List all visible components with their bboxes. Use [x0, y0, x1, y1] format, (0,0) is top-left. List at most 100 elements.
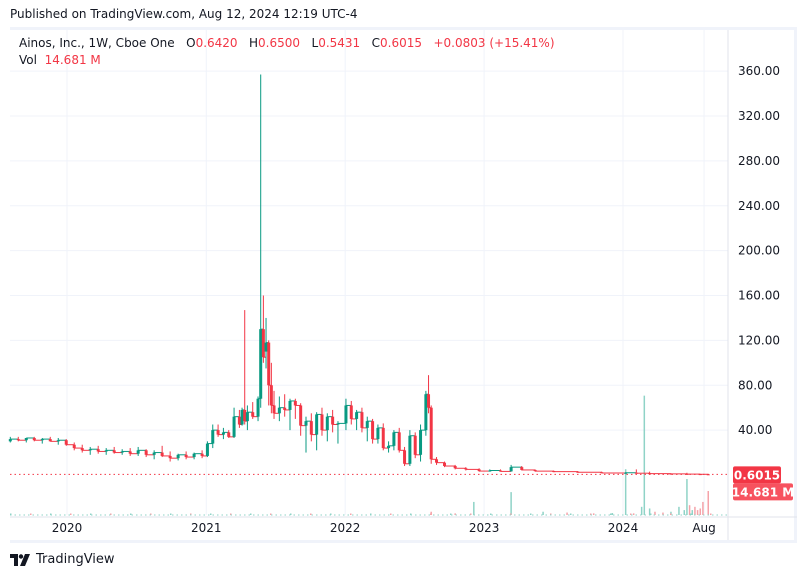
candle-body: [221, 432, 225, 435]
candle-body: [413, 435, 417, 455]
candle-body: [648, 473, 652, 475]
volume-baseline-bar: [170, 513, 172, 515]
candle-body: [336, 423, 340, 425]
y-tick-label: 360.00: [738, 64, 780, 78]
volume-bar: [611, 513, 614, 515]
candle-body: [331, 416, 335, 425]
volume-label: Vol: [19, 53, 37, 67]
candle-body: [24, 437, 28, 441]
volume-baseline-bar: [190, 513, 192, 515]
candle-body: [365, 421, 369, 428]
low-value: 0.5431: [318, 36, 361, 50]
volume-baseline-bar: [710, 513, 712, 515]
published-label: Published on TradingView.com, Aug 12, 20…: [10, 7, 358, 21]
volume-bar: [670, 511, 672, 515]
candle-body: [232, 416, 236, 437]
volume-baseline-bar: [610, 513, 612, 515]
candle-body: [48, 439, 52, 442]
candle-body: [264, 342, 268, 352]
candle-body: [408, 435, 412, 464]
volume-baseline-bar: [410, 513, 412, 515]
candle-body: [376, 427, 380, 440]
y-tick-label: 40.00: [738, 423, 772, 437]
candle-body: [552, 471, 556, 473]
candle-body: [669, 473, 673, 475]
volume-bar: [707, 491, 709, 515]
candle-body: [96, 449, 100, 452]
volume-value: 14.681 M: [44, 53, 101, 67]
volume-baseline-bar: [690, 513, 692, 515]
last-volume-badge: [733, 483, 793, 501]
tradingview-logo-icon: [10, 553, 30, 566]
candle-body: [200, 453, 204, 456]
candle-body: [160, 452, 164, 456]
volume-baseline-bar: [530, 513, 532, 515]
y-tick-label: 80.00: [738, 378, 772, 392]
volume-bar: [686, 479, 688, 515]
candle-body: [144, 450, 148, 455]
volume-bar: [688, 505, 691, 515]
candle-body: [243, 409, 247, 422]
last-price-label: 0.6015: [734, 468, 780, 482]
candle-body: [304, 421, 308, 426]
volume-baseline-bar: [370, 513, 372, 515]
volume-baseline-bar: [270, 513, 272, 515]
volume-bar: [648, 508, 651, 515]
candle-body: [498, 470, 502, 472]
candle-body: [288, 400, 292, 410]
volume-baseline-bar: [510, 513, 512, 515]
x-tick-label: 2023: [469, 521, 500, 535]
tradingview-logo[interactable]: TradingView: [10, 552, 115, 567]
candle-body: [435, 459, 439, 463]
candle-body: [349, 405, 353, 419]
volume-bar: [696, 510, 699, 515]
candle-body: [205, 443, 209, 456]
close-value: 0.6015: [380, 36, 423, 50]
volume-baseline-bar: [310, 513, 312, 515]
candle-body: [309, 421, 313, 435]
volume-bar: [624, 469, 627, 515]
candle-body: [293, 400, 297, 406]
volume-bar: [683, 510, 686, 515]
chart-frame: [10, 27, 797, 543]
volume-bar: [632, 513, 635, 515]
last-price-badge: [733, 466, 781, 484]
logo-text: TradingView: [36, 552, 115, 567]
volume-bar: [702, 501, 704, 515]
candle-body: [272, 405, 276, 414]
y-tick-label: 320.00: [738, 109, 780, 123]
volume-bar: [640, 506, 643, 515]
close-label: C: [371, 36, 381, 50]
candle-body: [634, 472, 638, 474]
candle-body: [419, 430, 423, 455]
candle-body: [211, 430, 215, 444]
volume-baseline-bar: [490, 513, 492, 515]
x-tick-label: 2024: [608, 521, 639, 535]
candle-body: [72, 444, 76, 449]
volume-baseline-bar: [330, 513, 332, 515]
candle-body: [392, 432, 396, 446]
volume-baseline-bar: [30, 513, 32, 515]
high-label: H: [249, 36, 259, 50]
chart-legend: Ainos, Inc., 1W, Cboe One O0.6420 H0.650…: [19, 35, 555, 69]
y-tick-label: 280.00: [738, 154, 780, 168]
candle-body: [403, 450, 407, 464]
y-tick-label: 160.00: [738, 289, 780, 303]
candle-body: [259, 329, 263, 399]
candle-body: [261, 329, 265, 358]
candle-body: [136, 450, 140, 454]
volume-bar: [678, 506, 680, 515]
candle-body: [397, 432, 401, 451]
high-value: 0.6500: [258, 36, 301, 50]
volume-baseline-bar: [550, 513, 552, 515]
candle-body: [355, 412, 359, 419]
volume-bar: [566, 512, 568, 515]
candle-body: [576, 471, 580, 473]
symbol-label[interactable]: Ainos, Inc., 1W, Cboe One: [19, 36, 175, 50]
candle-body: [176, 454, 180, 459]
x-tick-label: 2020: [52, 521, 83, 535]
candle-body: [32, 437, 36, 441]
volume-baseline-bar: [290, 513, 292, 515]
volume-bar: [691, 510, 694, 515]
